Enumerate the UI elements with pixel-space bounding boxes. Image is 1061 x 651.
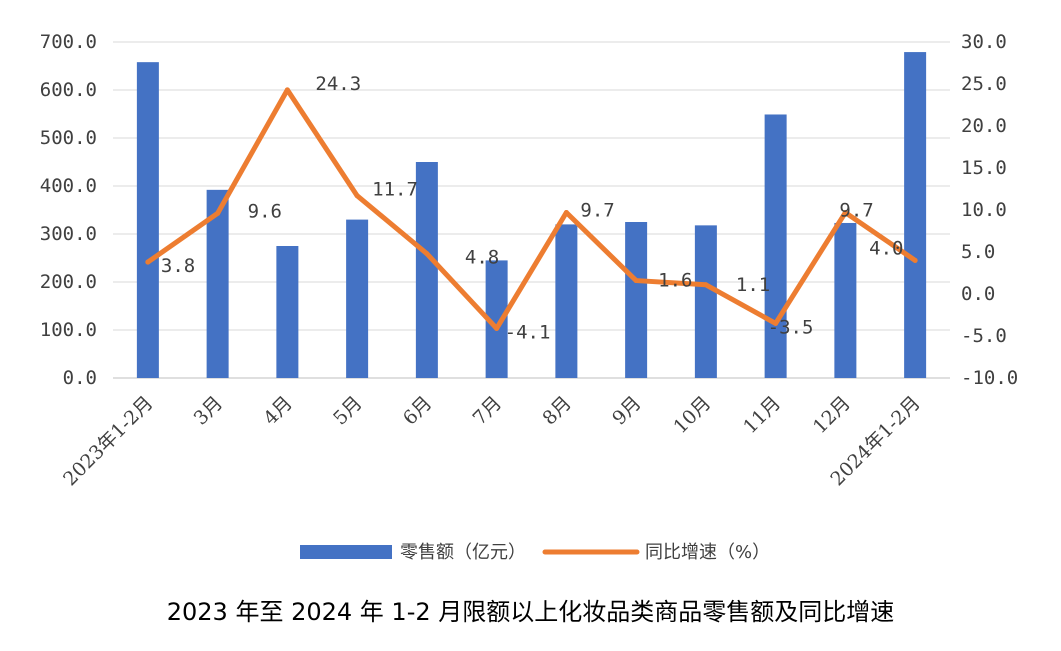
bar [485, 260, 508, 378]
chart-title: 2023 年至 2024 年 1-2 月限额以上化妆品类商品零售额及同比增速 [166, 598, 895, 626]
data-label: 9.7 [839, 200, 873, 222]
y-right-tick-label: 25.0 [961, 73, 1007, 95]
x-tick-label: 12月 [809, 392, 855, 438]
y-left-tick-label: 700.0 [40, 31, 97, 53]
y-right-tick-label: -10.0 [961, 367, 1018, 389]
line-point [284, 87, 290, 93]
y-left-tick-label: 200.0 [40, 271, 97, 293]
bar [625, 222, 648, 378]
y-left-tick-label: 600.0 [40, 79, 97, 101]
line-point [563, 210, 569, 216]
y-left-tick-label: 500.0 [40, 127, 97, 149]
bar [276, 246, 299, 378]
line-point [424, 251, 430, 257]
y-right-tick-label: 20.0 [961, 115, 1007, 137]
y-right-tick-label: 30.0 [961, 31, 1007, 53]
y-left-tick-label: 0.0 [63, 367, 97, 389]
bar [904, 52, 927, 379]
bar [764, 114, 787, 378]
data-label: 24.3 [315, 73, 361, 95]
x-tick-label: 4月 [259, 392, 297, 430]
y-right-tick-label: -5.0 [961, 325, 1007, 347]
bar [136, 62, 159, 378]
y-right-tick-label: 15.0 [961, 157, 1007, 179]
legend-bar-label: 零售额（亿元） [400, 542, 526, 563]
bar [834, 222, 857, 378]
data-label: -4.1 [505, 321, 551, 343]
line-point [703, 282, 709, 288]
bar [555, 224, 578, 378]
y-left-tick-label: 400.0 [40, 175, 97, 197]
line-point [215, 210, 221, 216]
data-label: -3.5 [768, 316, 814, 338]
data-label: 1.1 [736, 274, 770, 296]
y-right-tick-label: 0.0 [961, 283, 995, 305]
bar [415, 162, 438, 378]
line-point [354, 193, 360, 199]
bar [206, 189, 229, 378]
x-tick-label: 8月 [538, 392, 576, 430]
legend-line-label: 同比增速（%） [645, 542, 770, 563]
data-label: 1.6 [658, 270, 692, 292]
bar [346, 219, 369, 378]
x-tick-label: 5月 [329, 392, 367, 430]
line-point [145, 259, 151, 265]
line-point [773, 320, 779, 326]
data-label: 9.6 [248, 200, 282, 222]
legend-bar-swatch [300, 545, 392, 559]
x-tick-label: 3月 [190, 392, 228, 430]
x-tick-label: 9月 [608, 392, 646, 430]
y-right-tick-label: 5.0 [961, 241, 995, 263]
y-right-tick-label: 10.0 [961, 199, 1007, 221]
x-tick-label: 7月 [469, 392, 507, 430]
bar [694, 225, 717, 378]
data-label: 9.7 [580, 200, 614, 222]
y-left-tick-label: 100.0 [40, 319, 97, 341]
data-label: 3.8 [161, 255, 195, 277]
growth-line [145, 87, 918, 331]
line-point [912, 257, 918, 263]
data-label: 4.0 [869, 237, 903, 259]
line-point [494, 325, 500, 331]
line-point [633, 278, 639, 284]
y-left-tick-label: 300.0 [40, 223, 97, 245]
line-point [842, 210, 848, 216]
x-tick-label: 10月 [669, 392, 715, 438]
data-label: 4.8 [465, 247, 499, 269]
x-tick-label: 11月 [739, 392, 785, 438]
x-tick-label: 6月 [399, 392, 437, 430]
data-label: 11.7 [372, 179, 418, 201]
x-tick-label: 2023年1-2月 [59, 392, 157, 490]
